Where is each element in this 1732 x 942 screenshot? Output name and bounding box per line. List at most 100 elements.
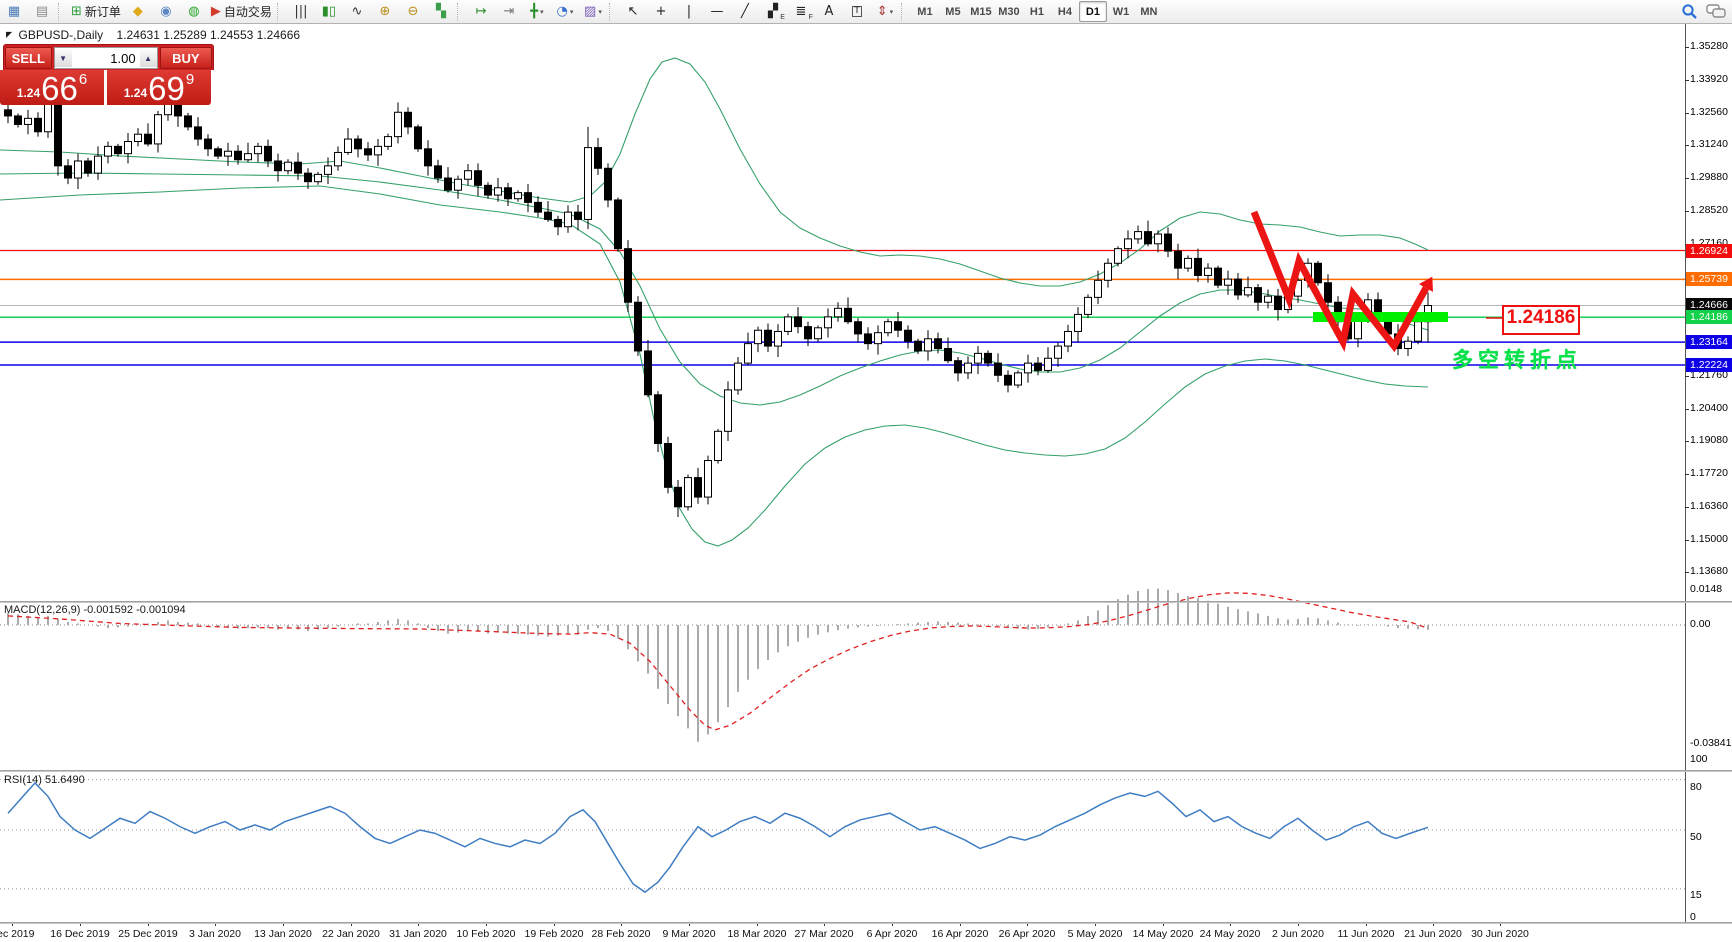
- timeframe-m15[interactable]: M15: [970, 5, 992, 18]
- rsi-pane-divider[interactable]: [0, 770, 1732, 772]
- price-level-badge: 1.25739: [1686, 272, 1732, 287]
- timeframe-m30[interactable]: M30: [998, 5, 1020, 18]
- sell-price-prefix: 1.24: [16, 86, 41, 100]
- date-tick: [892, 922, 893, 926]
- vline-icon[interactable]: |: [686, 4, 692, 19]
- new-order-button[interactable]: ⊞ 新订单: [71, 4, 121, 19]
- chart-shift-icon[interactable]: ⇥: [503, 4, 515, 19]
- date-tick: [1230, 922, 1231, 926]
- price-level-badge: 1.24666: [1686, 298, 1732, 313]
- price-tick: [1685, 376, 1689, 377]
- date-tick: [1163, 922, 1164, 926]
- one-click-trading-panel: SELL ▼ ▲ BUY 1.24 66 6 1.24 69 9: [0, 44, 214, 105]
- zoom-out-icon[interactable]: ⊖: [407, 4, 419, 19]
- toolbar-separator: [276, 2, 285, 21]
- date-tick: [80, 922, 81, 926]
- date-tick-label: 26 Apr 2020: [998, 928, 1056, 940]
- buy-price-button[interactable]: 1.24 69 9: [107, 70, 211, 105]
- date-tick: [1433, 922, 1434, 926]
- line-chart-icon[interactable]: ∿: [351, 4, 363, 19]
- trendline-icon[interactable]: ╱: [741, 4, 749, 19]
- templates-icon[interactable]: ▨ ▾: [584, 4, 602, 19]
- volume-increase-button[interactable]: ▲: [139, 49, 157, 67]
- price-level-badge: 1.26924: [1686, 243, 1732, 258]
- trade-panel-prices: 1.24 66 6 1.24 69 9: [0, 70, 214, 105]
- price-tick: [1685, 145, 1689, 146]
- fibonacci-icon[interactable]: ≣ F: [795, 4, 813, 21]
- date-tick-label: 27 Mar 2020: [794, 928, 854, 940]
- price-tick-label: 1.32560: [1690, 106, 1728, 118]
- hline-icon[interactable]: —: [710, 4, 724, 19]
- price-tick-label: 1.33920: [1690, 73, 1728, 85]
- candles-chart-icon[interactable]: ▮▯: [321, 4, 337, 19]
- date-tick-label: 3 Jan 2020: [189, 928, 241, 940]
- profiles-icon[interactable]: ▤: [35, 4, 49, 19]
- date-tick: [621, 922, 622, 926]
- price-level-badge: 1.24186: [1686, 310, 1732, 325]
- crosshair-icon[interactable]: +: [655, 4, 667, 19]
- price-axis-line: [1685, 24, 1686, 922]
- price-tick: [1685, 441, 1689, 442]
- timeframe-d1[interactable]: D1: [1078, 1, 1107, 22]
- new-chart-icon[interactable]: ▦: [7, 4, 21, 19]
- timeframe-h4[interactable]: H4: [1057, 5, 1072, 18]
- tile-windows-icon[interactable]: ▚: [435, 4, 446, 19]
- date-tick-label: 24 May 2020: [1199, 928, 1261, 940]
- indicators-add-icon[interactable]: ╋ ▾: [530, 4, 544, 19]
- date-tick-label: 31 Jan 2020: [389, 928, 447, 940]
- autoscroll-icon[interactable]: ↦: [475, 4, 487, 19]
- price-tick-label: 1.16360: [1690, 500, 1728, 512]
- chart-window[interactable]: ◤ GBPUSD-,Daily 1.24631 1.25289 1.24553 …: [0, 24, 1732, 942]
- price-callout-label[interactable]: 1.24186: [1502, 305, 1580, 335]
- date-tick-label: 16 Apr 2020: [931, 928, 989, 940]
- timeframe-m5[interactable]: M5: [945, 5, 961, 18]
- price-tick-label: 1.21760: [1690, 369, 1728, 381]
- timeframe-w1[interactable]: W1: [1112, 5, 1130, 18]
- date-tick: [351, 922, 352, 926]
- price-tick-label: 1.31240: [1690, 138, 1728, 150]
- volume-input[interactable]: [71, 48, 140, 68]
- volume-decrease-button[interactable]: ▼: [54, 49, 72, 67]
- sell-price-button[interactable]: 1.24 66 6: [0, 70, 104, 105]
- price-chart-canvas[interactable]: [0, 24, 1732, 942]
- price-tick: [1685, 409, 1689, 410]
- timeframe-mn[interactable]: MN: [1140, 5, 1158, 18]
- bars-chart-icon[interactable]: |||: [294, 4, 308, 19]
- experts-icon[interactable]: ◉: [160, 4, 172, 19]
- toolbar-right-group: [1681, 3, 1732, 20]
- equidistant-channel-icon[interactable]: ▞ E: [767, 4, 785, 21]
- annotation-text[interactable]: 多空转折点: [1452, 349, 1582, 372]
- signals-icon[interactable]: ◍: [188, 4, 200, 19]
- sell-button[interactable]: SELL: [5, 47, 52, 69]
- timeframe-h1[interactable]: H1: [1029, 5, 1044, 18]
- chart-symbol-marker-icon: ◤: [6, 30, 13, 39]
- price-tick: [1685, 540, 1689, 541]
- buy-button[interactable]: BUY: [159, 47, 212, 69]
- cursor-icon[interactable]: ↖: [627, 4, 639, 19]
- timeframe-m1[interactable]: M1: [917, 5, 933, 18]
- rsi-label: RSI(14) 51.6490: [4, 774, 85, 786]
- chat-icon[interactable]: [1706, 3, 1726, 20]
- price-tick-label: 1.29880: [1690, 171, 1728, 183]
- buy-price-pip: 9: [185, 71, 195, 88]
- chart-symbol-period: GBPUSD-,Daily: [18, 28, 104, 42]
- toolbar-separator: [608, 2, 617, 21]
- date-tick-label: 13 Jan 2020: [254, 928, 312, 940]
- price-tick: [1685, 507, 1689, 508]
- date-tick-label: 28 Feb 2020: [591, 928, 651, 940]
- date-tick: [960, 922, 961, 926]
- text-label-icon[interactable]: T: [852, 6, 862, 17]
- price-tick-label: 1.17720: [1690, 467, 1728, 479]
- arrows-icon[interactable]: ⇕ ▾: [876, 4, 894, 19]
- macd-pane-divider[interactable]: [0, 601, 1732, 603]
- zoom-in-icon[interactable]: ⊕: [379, 4, 391, 19]
- autotrading-button-label: 自动交易: [223, 5, 272, 19]
- metaeditor-icon[interactable]: ◆: [132, 4, 143, 19]
- periods-icon[interactable]: ◔ ▾: [556, 4, 574, 19]
- autotrading-button[interactable]: ▶ 自动交易: [210, 4, 272, 19]
- text-icon[interactable]: A: [824, 4, 834, 19]
- search-icon[interactable]: [1681, 3, 1698, 20]
- new-order-button-label: 新订单: [84, 5, 121, 19]
- chart-ohlc-values: 1.24631 1.25289 1.24553 1.24666: [116, 28, 301, 42]
- price-tick-label: 1.19080: [1690, 434, 1728, 446]
